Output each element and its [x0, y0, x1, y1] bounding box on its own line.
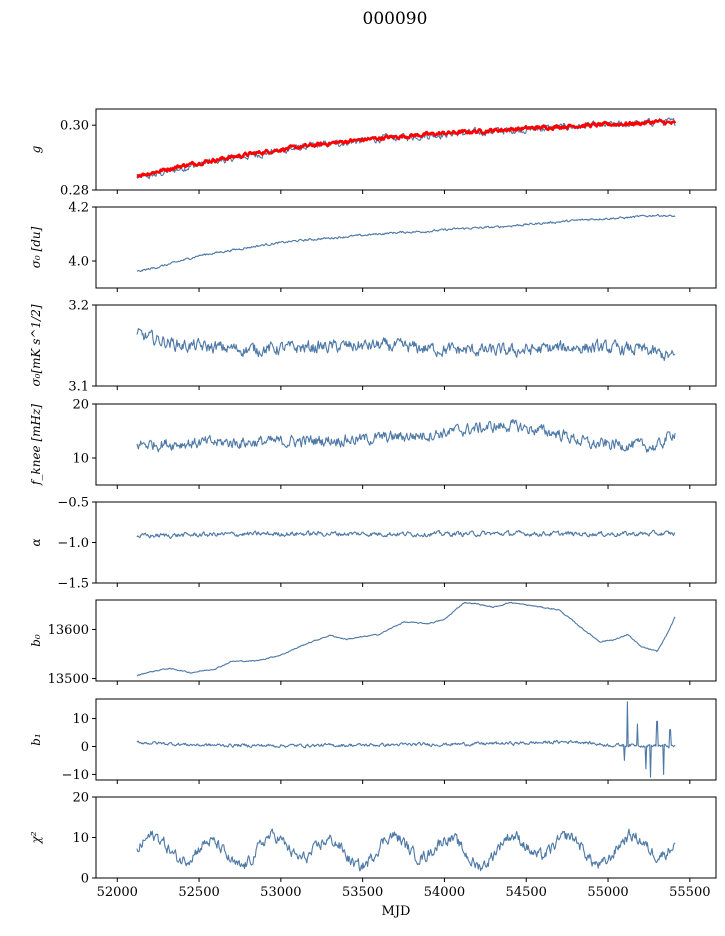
- panel-b0: 13500 13600 b₀: [29, 599, 717, 687]
- series-line-chi2-0: [136, 828, 676, 872]
- panel-sigma0_du: 4.0 4.2 σ₀ [du]: [29, 201, 717, 292]
- axes-frame-fknee: [95, 403, 717, 486]
- series-line-fknee-0: [136, 418, 676, 453]
- ytick-label-chi2-0: 0: [81, 872, 89, 887]
- y-axis-label-g: g: [29, 145, 43, 153]
- series-line-alpha-0: [136, 529, 676, 540]
- figure-suptitle: 000090: [363, 9, 428, 29]
- ytick-label-g-0: 0.28: [60, 184, 89, 199]
- ytick-label-sigma0_du-0: 4.0: [68, 255, 89, 270]
- y-axis-label-b0: b₀: [29, 634, 43, 647]
- panel-alpha: −1.5 −1.0 −0.5 α: [29, 496, 717, 592]
- y-axis-label-sigma0_mk: σ₀[mK s^1/2]: [29, 304, 43, 386]
- xtick-label-3: 53500: [342, 885, 383, 900]
- axes-frame-g: [95, 108, 717, 191]
- series-line-sigma0_mk-0: [136, 327, 676, 362]
- ytick-label-sigma0_mk-0: 3.1: [68, 380, 89, 395]
- xtick-label-5: 54500: [506, 885, 547, 900]
- y-axis-label-b1: b₁: [29, 733, 43, 746]
- ytick-label-b0-1: 13600: [48, 623, 89, 638]
- ytick-label-sigma0_du-1: 4.2: [68, 201, 89, 216]
- xtick-label-4: 54000: [424, 885, 465, 900]
- axes-frame-sigma0_mk: [95, 304, 717, 387]
- ytick-label-b1-2: 10: [72, 712, 89, 727]
- axes-frame-b1: [95, 698, 717, 781]
- y-axis-label-fknee: f_knee [mHz]: [29, 404, 43, 486]
- xtick-label-0: 52000: [97, 885, 138, 900]
- ytick-label-chi2-1: 10: [72, 831, 89, 846]
- ytick-label-b1-1: 0: [81, 740, 89, 755]
- series-line-g-0: [136, 117, 676, 180]
- xtick-label-7: 55500: [669, 885, 710, 900]
- y-axis-label-chi2: χ²: [29, 831, 43, 844]
- series-line-g-1: [136, 118, 677, 178]
- series-line-sigma0_du-0: [136, 213, 676, 273]
- ytick-label-g-1: 0.30: [60, 119, 89, 134]
- panel-b1: −10 0 10 b₁: [29, 698, 717, 784]
- subplots-stack: 0.28 0.30 g 4.0 4.2 σ₀ [du] 3.1 3.2 σ₀[mK s^1/2]…: [29, 108, 717, 919]
- ytick-label-alpha-1: −1.0: [57, 536, 89, 551]
- axes-frame-b0: [95, 599, 717, 682]
- x-axis-label: MJD: [382, 904, 411, 919]
- ytick-label-fknee-1: 20: [72, 398, 89, 413]
- ytick-label-fknee-0: 10: [72, 452, 89, 467]
- ytick-label-b1-0: −10: [62, 768, 89, 783]
- panel-g: 0.28 0.30 g: [29, 108, 717, 199]
- xtick-label-1: 52500: [178, 885, 219, 900]
- axes-frame-chi2: [95, 796, 717, 879]
- panel-sigma0_mk: 3.1 3.2 σ₀[mK s^1/2]: [29, 299, 717, 395]
- y-axis-label-alpha: α: [29, 538, 43, 546]
- panel-chi2: 0 10 20 52000 52500 53000 53500 54000 54500 55000…: [29, 791, 717, 919]
- axes-frame-alpha: [95, 501, 717, 584]
- ytick-label-chi2-2: 20: [72, 791, 89, 806]
- series-line-b1-0: [136, 701, 676, 778]
- ytick-label-sigma0_mk-1: 3.2: [68, 299, 89, 314]
- xtick-label-6: 55000: [587, 885, 628, 900]
- series-line-b0-0: [136, 601, 676, 677]
- xtick-label-2: 53000: [260, 885, 301, 900]
- panel-fknee: 10 20 f_knee [mHz]: [29, 398, 717, 489]
- y-axis-label-sigma0_du: σ₀ [du]: [29, 226, 43, 268]
- ytick-label-b0-0: 13500: [48, 672, 89, 687]
- ytick-label-alpha-2: −0.5: [57, 496, 89, 511]
- axes-frame-sigma0_du: [95, 206, 717, 289]
- ytick-label-alpha-0: −1.5: [57, 577, 89, 592]
